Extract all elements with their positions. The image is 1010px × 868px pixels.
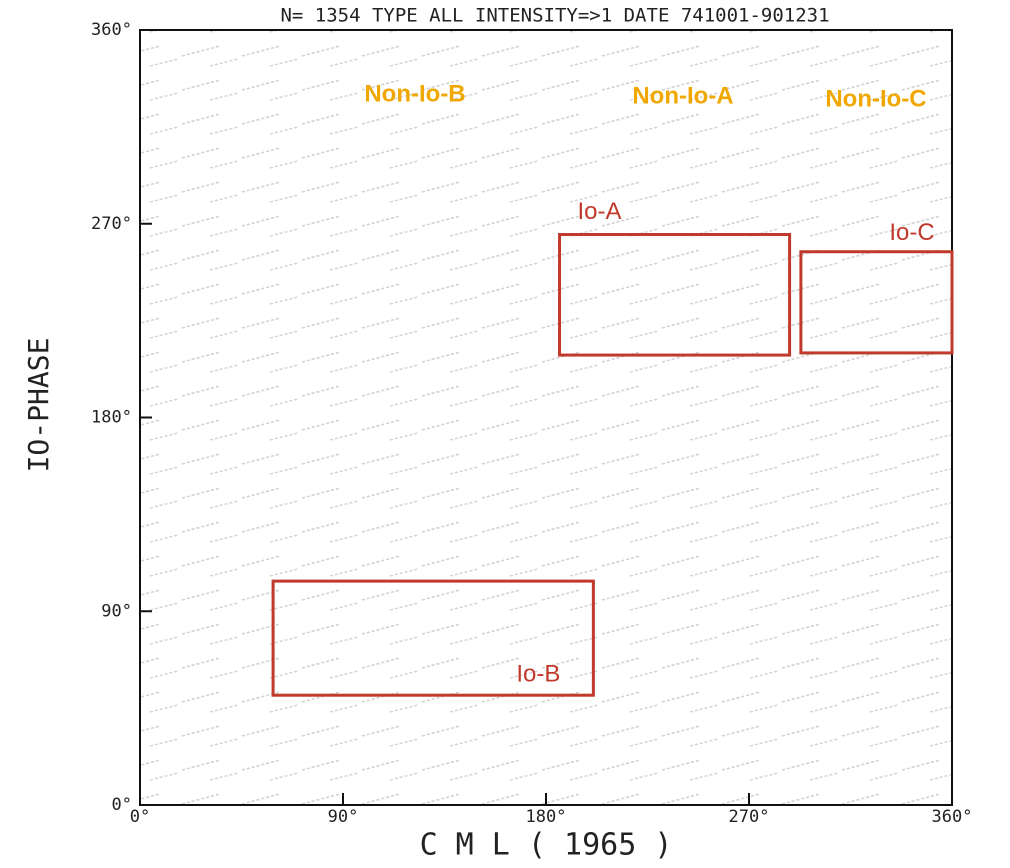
y-axis-label: IO-PHASE xyxy=(22,338,55,473)
y-tick-label: 180° xyxy=(91,408,132,428)
annotation: Non-Io-C xyxy=(825,85,926,112)
y-tick-label: 360° xyxy=(91,20,132,40)
region-label: Io-A xyxy=(578,198,622,225)
y-tick-label: 90° xyxy=(101,601,132,621)
region-box xyxy=(558,233,792,357)
annotation: Non-Io-B xyxy=(364,80,465,107)
x-tick-label: 360° xyxy=(932,807,973,827)
x-tick-label: 270° xyxy=(729,807,770,827)
y-tick-label: 270° xyxy=(91,214,132,234)
chart-title: N= 1354 TYPE ALL INTENSITY=>1 DATE 74100… xyxy=(280,5,829,27)
x-tick-label: 90° xyxy=(328,807,359,827)
region-box xyxy=(799,250,954,355)
region-label: Io-B xyxy=(516,661,560,688)
region-box xyxy=(271,579,595,697)
region-label: Io-C xyxy=(889,219,934,246)
emission-texture xyxy=(140,30,952,805)
y-tick-label: 0° xyxy=(112,795,132,815)
x-axis-label: C M L ( 1965 ) xyxy=(420,828,673,863)
x-tick-label: 180° xyxy=(526,807,567,827)
annotation: Non-Io-A xyxy=(632,82,733,109)
x-tick-label: 0° xyxy=(130,807,150,827)
